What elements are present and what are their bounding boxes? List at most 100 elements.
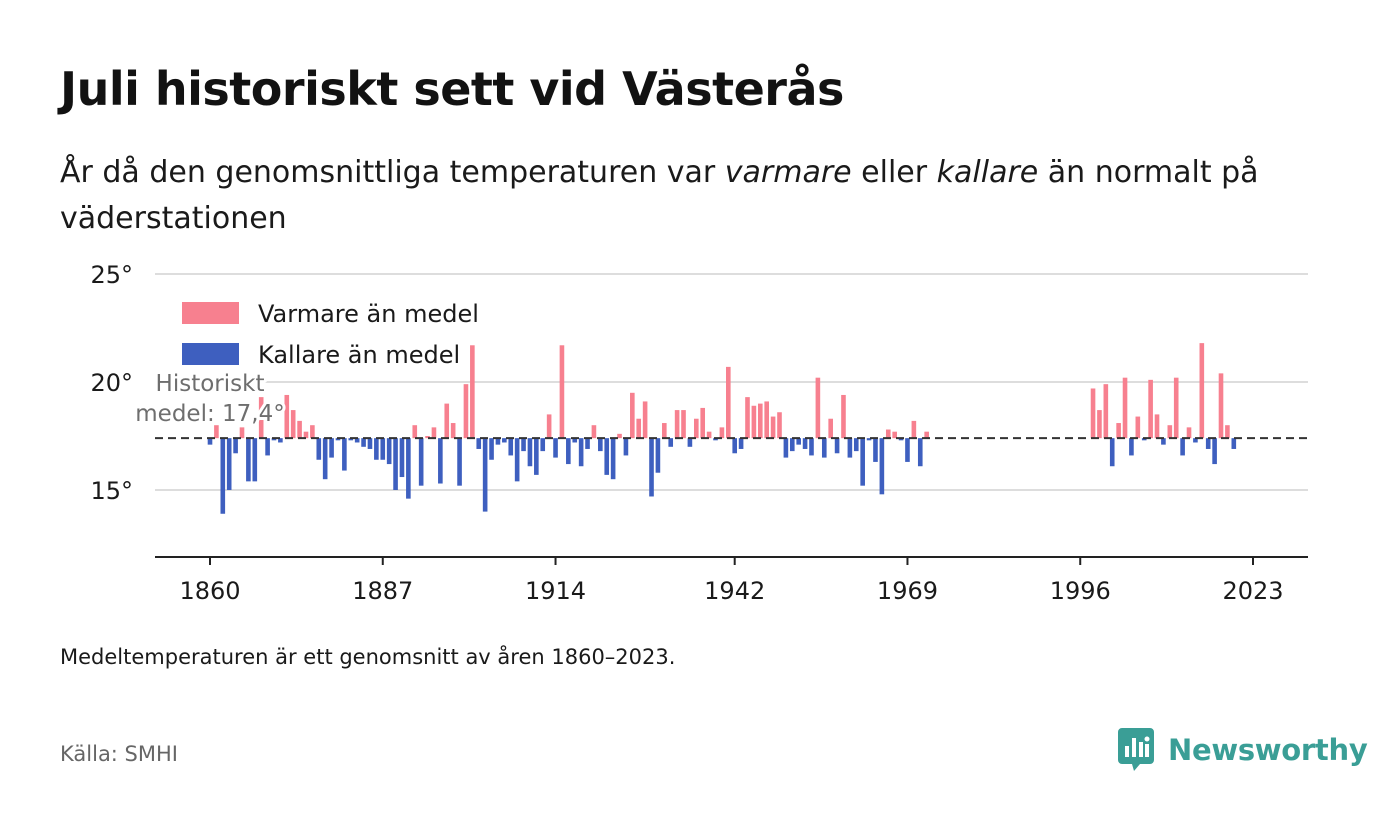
subtitle-warm-word: varmare <box>724 155 852 190</box>
x-axis-ticks: 1860 1887 1914 1942 1969 1996 2023 <box>179 557 1284 605</box>
bar-2003 <box>1122 377 1128 439</box>
x-tick-label-1914: 1914 <box>525 577 586 605</box>
legend-label-cold: Kallare än medel <box>258 341 460 369</box>
bar-1917 <box>572 438 578 443</box>
bar-1936 <box>694 418 699 439</box>
bar-1970 <box>911 420 917 439</box>
bar-1954 <box>809 438 814 456</box>
bar-1907 <box>508 438 514 456</box>
bar-1910 <box>527 438 533 467</box>
x-tick-label-1860: 1860 <box>179 577 240 605</box>
bar-1959 <box>841 394 846 439</box>
bar-1884 <box>361 438 366 447</box>
bar-1956 <box>821 438 827 458</box>
bar-1878 <box>322 438 328 480</box>
bar-1866 <box>246 438 251 482</box>
bar-2001 <box>1109 438 1115 467</box>
source-credit: Källa: SMHI <box>60 742 178 766</box>
bar-1920 <box>591 425 597 439</box>
bar-1909 <box>521 438 526 452</box>
bar-2018 <box>1218 373 1224 439</box>
bar-2019 <box>1225 425 1230 439</box>
bar-2004 <box>1129 438 1134 456</box>
bar-1938 <box>706 431 712 439</box>
bar-1868 <box>258 397 264 439</box>
newsworthy-logo-icon <box>1118 728 1154 771</box>
bar-2008 <box>1154 414 1160 439</box>
y-axis-ticks: 15° 20° 25° <box>90 261 133 505</box>
bar-1928 <box>642 401 648 439</box>
bar-2010 <box>1167 425 1173 439</box>
bar-1901 <box>470 345 475 439</box>
legend-swatch-warm <box>182 302 239 324</box>
y-tick-label-25: 25° <box>90 261 133 289</box>
subtitle-cold-word: kallare <box>936 155 1039 190</box>
bar-1865 <box>239 427 245 439</box>
bar-1872 <box>284 394 290 439</box>
bar-1908 <box>514 438 520 482</box>
bar-1875 <box>303 431 309 439</box>
chart-title: Juli historiskt sett vid Västerås <box>60 62 844 116</box>
bar-1930 <box>655 438 661 473</box>
bar-1893 <box>418 438 424 486</box>
bar-1947 <box>764 401 769 439</box>
bar-1863 <box>226 438 232 490</box>
bar-2009 <box>1161 438 1166 445</box>
bar-1896 <box>438 438 443 484</box>
bar-1869 <box>265 438 270 456</box>
bar-1953 <box>802 438 808 449</box>
bar-1897 <box>444 403 450 439</box>
bar-1922 <box>604 438 610 475</box>
bar-1948 <box>770 416 776 439</box>
bar-1877 <box>316 438 322 460</box>
bar-2015 <box>1199 343 1205 439</box>
bar-2016 <box>1205 438 1211 449</box>
legend-label-warm: Varmare än medel <box>258 300 479 328</box>
bar-2017 <box>1212 438 1217 465</box>
bar-1915 <box>559 345 565 439</box>
bar-1887 <box>380 438 386 460</box>
bar-1879 <box>329 438 334 458</box>
bar-1916 <box>566 438 571 465</box>
bar-1932 <box>668 438 674 447</box>
bar-1861 <box>214 425 219 439</box>
bar-1904 <box>489 438 494 460</box>
baseline-label-line1: Historiskt <box>156 371 265 397</box>
baseline-label: Historiskt medel: 17,4° <box>132 368 287 430</box>
bar-1946 <box>757 403 763 439</box>
bar-1899 <box>457 438 462 486</box>
x-tick-label-1996: 1996 <box>1050 577 1111 605</box>
bar-1934 <box>681 410 686 439</box>
bar-2006 <box>1141 438 1147 441</box>
y-tick-label-15: 15° <box>90 477 133 505</box>
bar-1969 <box>905 438 910 462</box>
bar-1900 <box>463 384 469 439</box>
bar-1923 <box>610 438 616 480</box>
bar-1906 <box>502 438 507 443</box>
chart-subtitle: År då den genomsnittliga temperaturen va… <box>60 150 1310 242</box>
bar-1891 <box>406 438 411 499</box>
bar-1873 <box>290 410 296 439</box>
bar-1885 <box>367 438 373 449</box>
subtitle-text-2: eller <box>851 155 937 190</box>
bar-1919 <box>585 438 590 449</box>
bars <box>207 343 1237 514</box>
bar-1876 <box>310 425 315 439</box>
bar-1870 <box>271 438 277 441</box>
x-tick-label-1942: 1942 <box>704 577 765 605</box>
bar-1944 <box>745 397 750 439</box>
bar-1890 <box>399 438 405 478</box>
bar-1935 <box>687 438 693 447</box>
bar-1971 <box>917 438 923 467</box>
bar-1888 <box>386 438 392 465</box>
footnote: Medeltemperaturen är ett genomsnitt av å… <box>60 645 676 669</box>
newsworthy-logo: Newsworthy <box>1118 728 1368 772</box>
x-tick-label-1887: 1887 <box>352 577 413 605</box>
bar-1967 <box>892 431 897 439</box>
bar-1892 <box>412 425 418 439</box>
subtitle-text-3: än normalt på väderstationen <box>60 155 1259 236</box>
bar-1941 <box>726 366 731 439</box>
bar-1966 <box>885 429 891 439</box>
bar-1933 <box>674 410 680 439</box>
